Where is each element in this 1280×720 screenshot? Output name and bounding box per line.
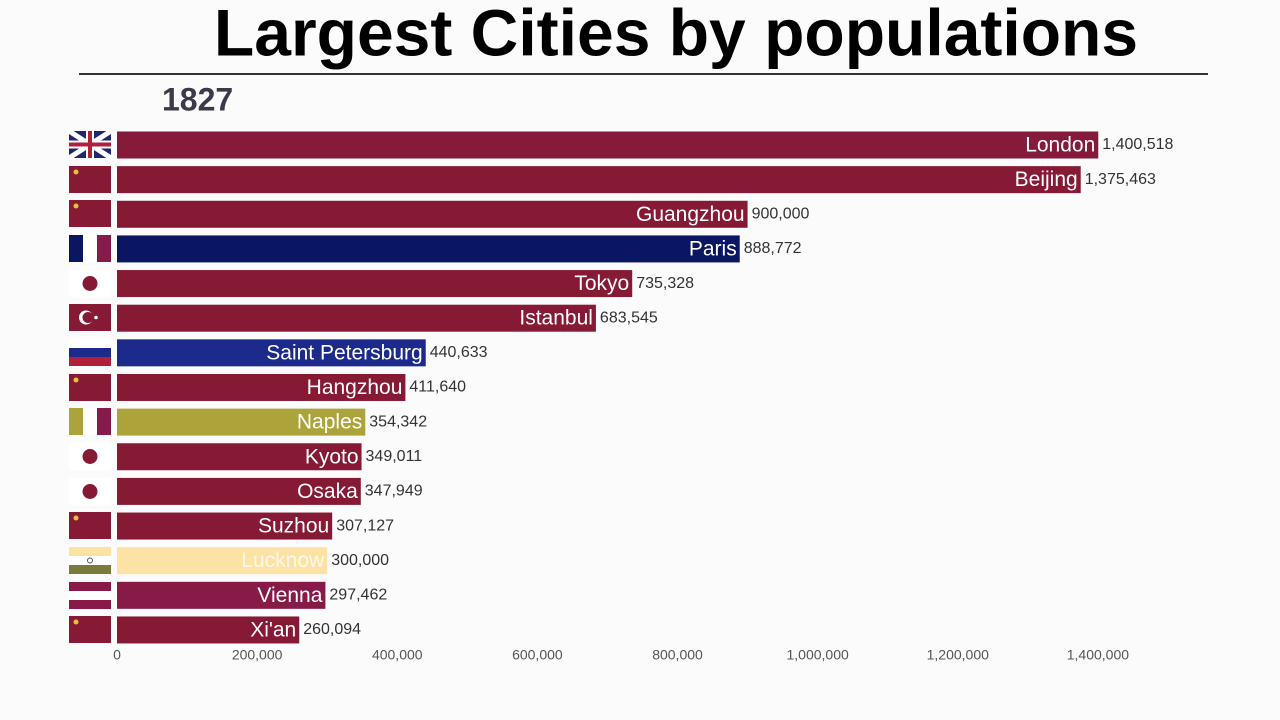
city-label: Guangzhou	[636, 203, 745, 226]
value-label: 300,000	[331, 552, 389, 569]
value-label: 1,400,518	[1102, 136, 1173, 153]
city-label: Xi'an	[250, 619, 296, 642]
value-label: 411,640	[409, 379, 466, 396]
bar	[117, 200, 748, 228]
city-label: Tokyo	[574, 272, 629, 295]
bar	[117, 166, 1081, 194]
value-label: 354,342	[369, 413, 427, 430]
chart-title: Largest Cities by populations	[214, 0, 1138, 69]
city-label: Istanbul	[519, 307, 593, 330]
bar	[117, 304, 596, 332]
city-label: Paris	[689, 237, 737, 260]
bar	[117, 373, 406, 401]
x-tick-label: 0	[113, 647, 121, 663]
city-label: Vienna	[257, 584, 322, 607]
bar	[117, 408, 366, 436]
city-label: London	[1025, 134, 1095, 157]
city-label: Suzhou	[258, 515, 329, 538]
bar	[117, 547, 328, 575]
value-label: 735,328	[636, 275, 694, 292]
bar	[117, 235, 740, 263]
value-label: 900,000	[752, 205, 810, 222]
x-tick-label: 1,000,000	[787, 647, 849, 663]
flags	[67, 128, 113, 643]
value-label: 440,633	[430, 344, 488, 361]
bar	[117, 270, 633, 298]
bar	[117, 339, 426, 367]
value-label: 307,127	[336, 517, 394, 534]
value-label: 260,094	[303, 621, 361, 638]
x-tick-label: 800,000	[652, 647, 703, 663]
bar	[117, 443, 362, 471]
value-label: 297,462	[329, 587, 387, 604]
year-label: 1827	[162, 81, 233, 117]
value-label: 1,375,463	[1085, 171, 1156, 188]
value-label: 888,772	[744, 240, 802, 257]
x-tick-label: 400,000	[372, 647, 423, 663]
city-label: Beijing	[1015, 168, 1078, 191]
x-tick-label: 1,200,000	[927, 647, 989, 663]
x-tick-label: 1,400,000	[1067, 647, 1129, 663]
city-label: Osaka	[297, 480, 358, 503]
bar	[117, 512, 333, 540]
bar	[117, 616, 300, 644]
bar	[117, 477, 361, 505]
value-label: 349,011	[366, 448, 423, 465]
city-label: Kyoto	[305, 445, 359, 468]
city-label: Hangzhou	[307, 376, 403, 399]
x-tick-label: 600,000	[512, 647, 563, 663]
bar	[117, 131, 1099, 159]
city-label: Saint Petersburg	[266, 341, 422, 364]
city-label: Lucknow	[241, 549, 325, 572]
city-label: Naples	[297, 411, 362, 434]
value-label: 347,949	[365, 483, 423, 500]
value-label: 683,545	[600, 309, 658, 326]
x-tick-label: 200,000	[232, 647, 283, 663]
bar	[117, 581, 326, 609]
